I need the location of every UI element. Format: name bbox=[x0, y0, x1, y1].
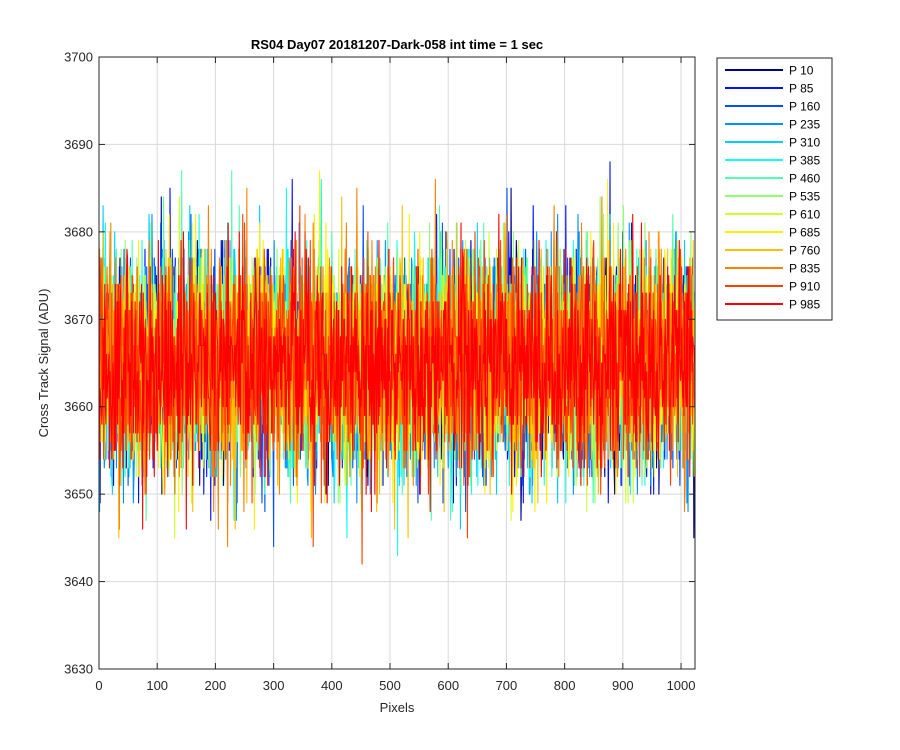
legend-label: P 535 bbox=[789, 190, 820, 204]
legend-box bbox=[716, 57, 833, 321]
x-tick-label: 900 bbox=[612, 678, 634, 693]
x-tick-label: 500 bbox=[379, 678, 401, 693]
y-tick-label: 3650 bbox=[64, 487, 93, 502]
x-tick-label: 800 bbox=[554, 678, 576, 693]
x-tick-label: 0 bbox=[95, 678, 102, 693]
legend: P 10 P 85 P 160 P 235 P 310 P 385 P 460 P 535 P … bbox=[716, 57, 833, 321]
y-tick-label: 3670 bbox=[64, 312, 93, 327]
x-tick-label: 400 bbox=[321, 678, 343, 693]
ticks: 0 100 200 300 400 500 600 700 800 900 1000 3630 3640… bbox=[64, 50, 695, 694]
series-lines bbox=[99, 161, 695, 565]
legend-label: P 685 bbox=[789, 226, 820, 240]
legend-label: P 985 bbox=[789, 298, 820, 312]
chart-title: RS04 Day07 20181207-Dark-058 int time = … bbox=[251, 37, 543, 52]
series-line-p985 bbox=[99, 213, 695, 530]
legend-label: P 10 bbox=[789, 64, 814, 78]
x-tick-label: 600 bbox=[437, 678, 459, 693]
legend-label: P 610 bbox=[789, 208, 820, 222]
x-tick-label: 200 bbox=[205, 678, 227, 693]
legend-label: P 160 bbox=[789, 100, 820, 114]
legend-label: P 460 bbox=[789, 172, 820, 186]
legend-label: P 385 bbox=[789, 154, 820, 168]
x-tick-label: 1000 bbox=[667, 678, 696, 693]
series-line-p910 bbox=[99, 205, 695, 565]
legend-label: P 310 bbox=[789, 136, 820, 150]
legend-label: P 835 bbox=[789, 262, 820, 276]
x-tick-label: 300 bbox=[263, 678, 285, 693]
y-tick-label: 3630 bbox=[64, 662, 93, 677]
y-tick-label: 3640 bbox=[64, 574, 93, 589]
legend-label: P 85 bbox=[789, 82, 814, 96]
axes-box bbox=[98, 56, 696, 670]
x-tick-label: 700 bbox=[496, 678, 518, 693]
y-tick-label: 3690 bbox=[64, 137, 93, 152]
x-axis-label: Pixels bbox=[380, 700, 415, 715]
legend-label: P 235 bbox=[789, 118, 820, 132]
x-tick-label: 100 bbox=[146, 678, 168, 693]
y-tick-label: 3660 bbox=[64, 399, 93, 414]
legend-label: P 910 bbox=[789, 280, 820, 294]
y-axis-label: Cross Track Signal (ADU) bbox=[36, 289, 51, 438]
legend-label: P 760 bbox=[789, 244, 820, 258]
y-tick-label: 3700 bbox=[64, 50, 93, 65]
y-tick-label: 3680 bbox=[64, 224, 93, 239]
